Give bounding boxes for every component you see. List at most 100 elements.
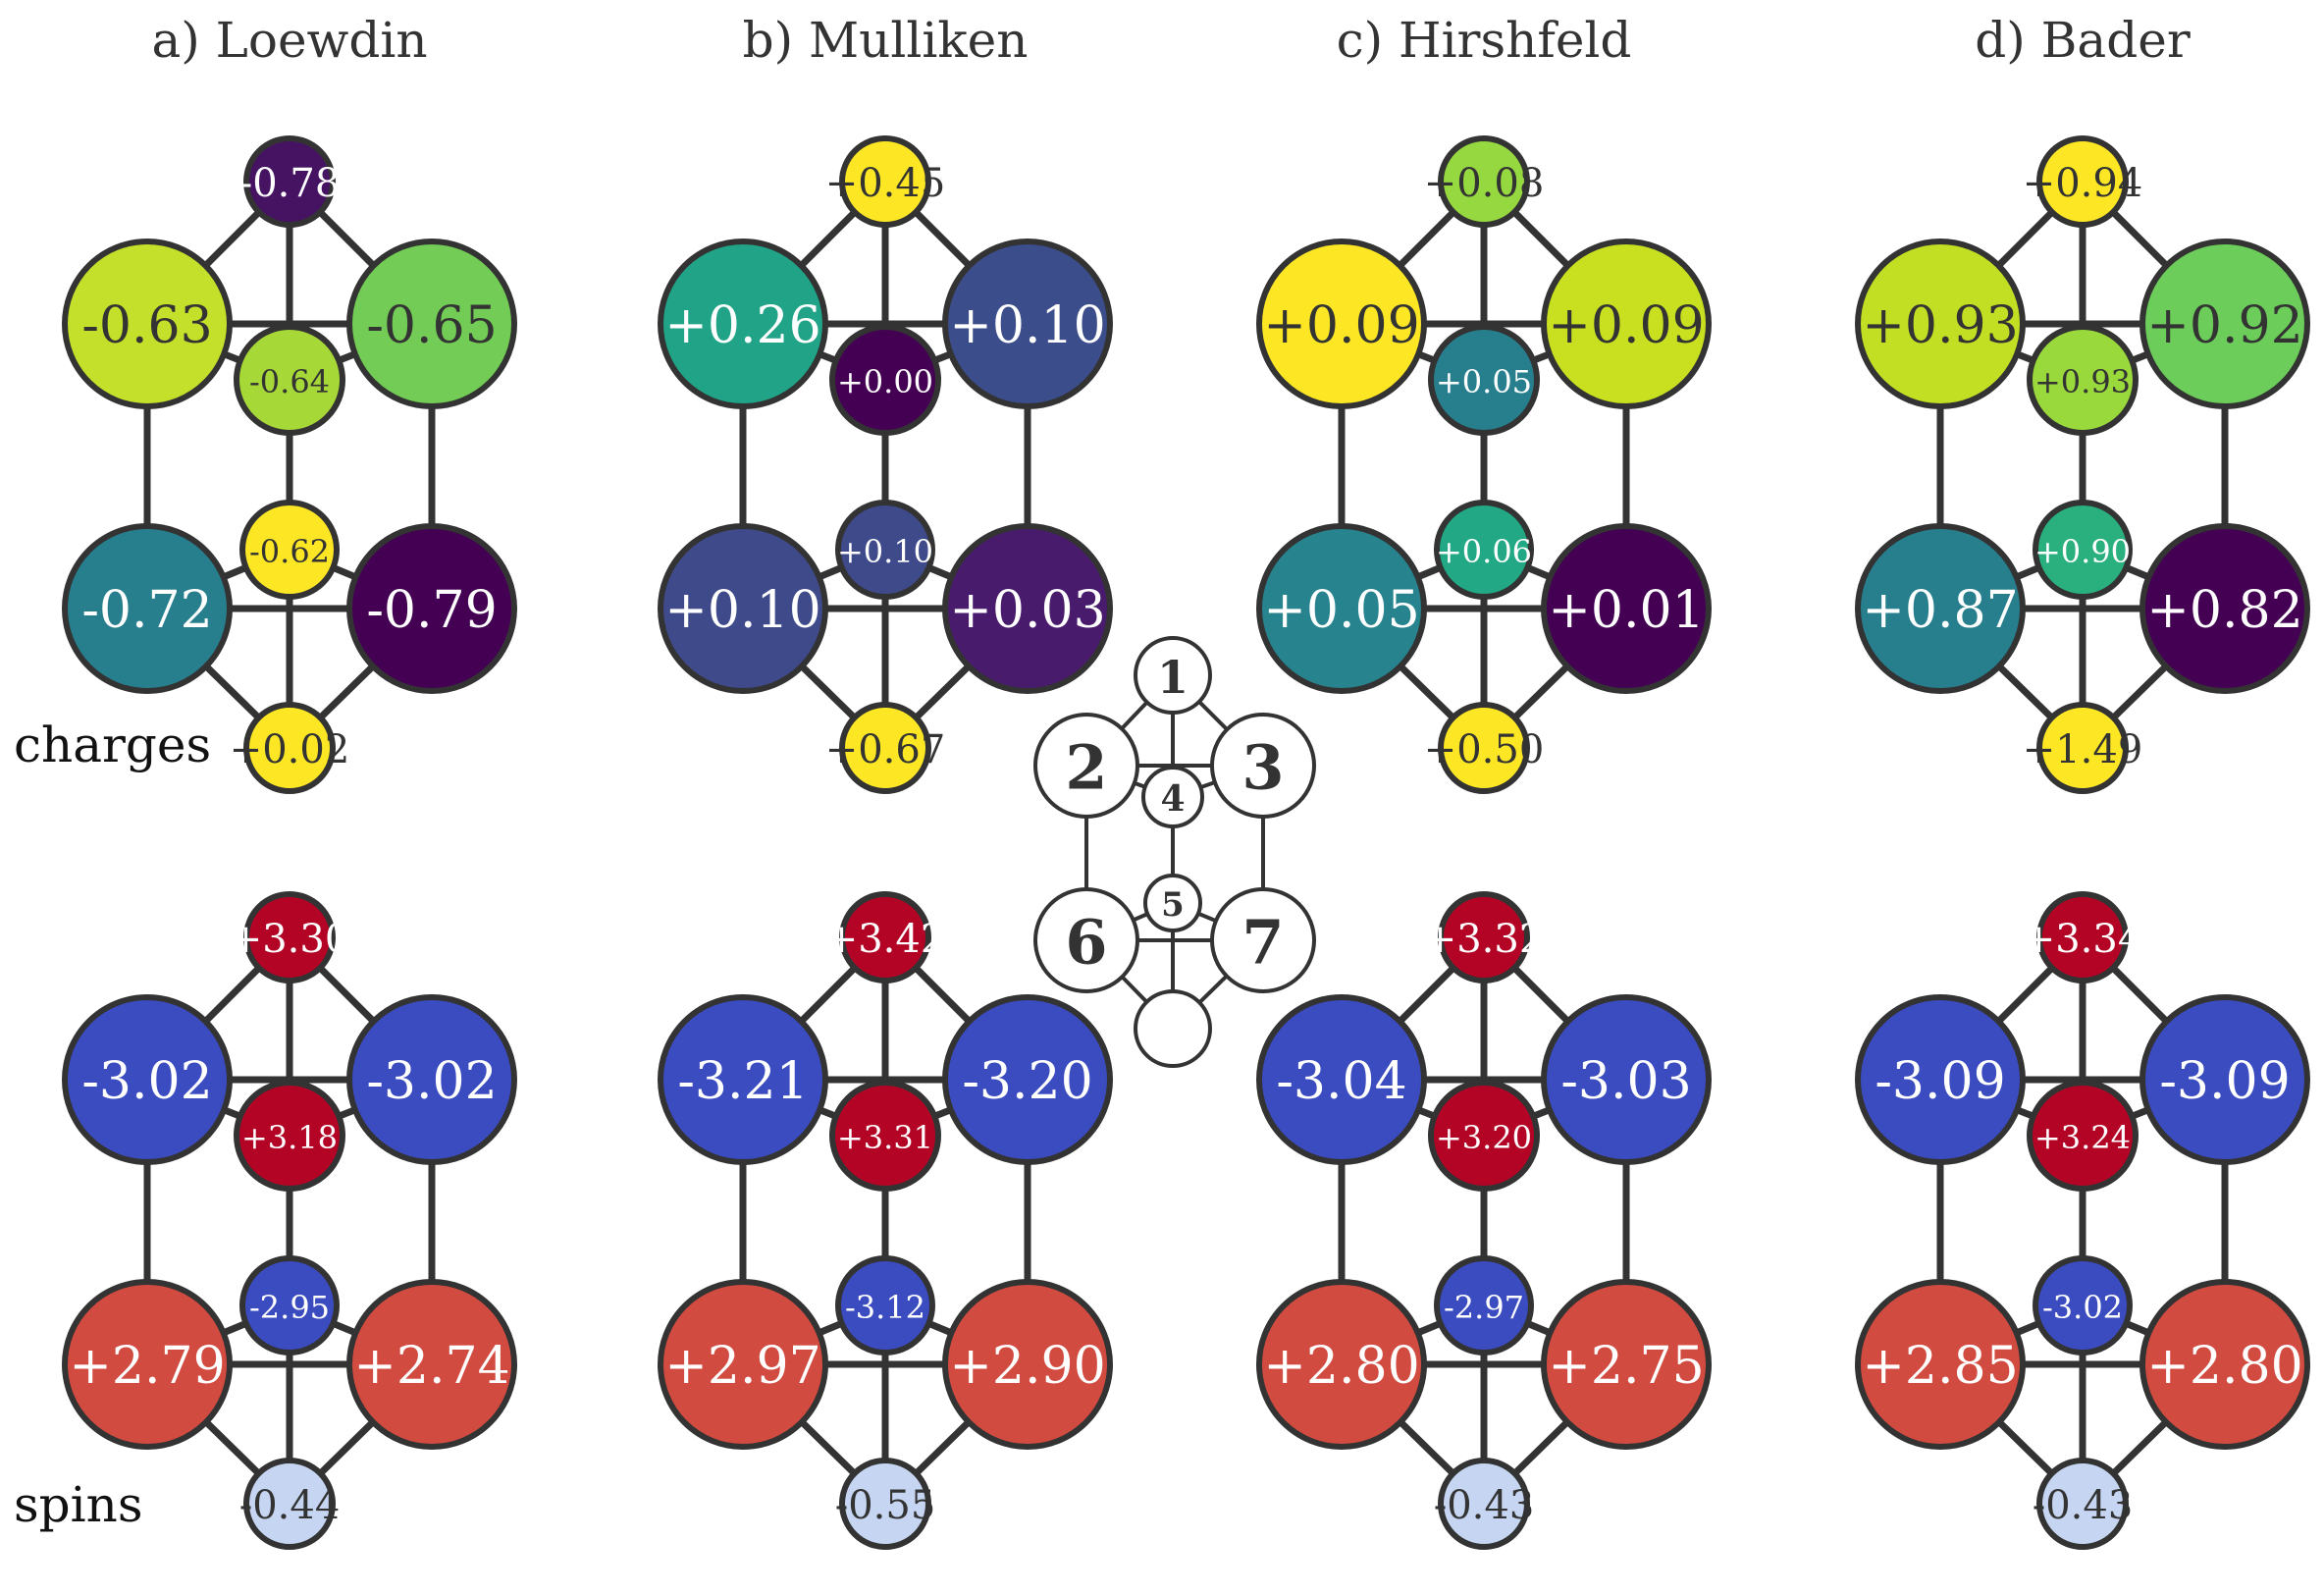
atom-circle xyxy=(239,1255,340,1355)
atom-value-label: +0.06 xyxy=(1436,533,1532,570)
atom-value-label: +0.08 xyxy=(1424,161,1545,206)
atom-1: +0.08 xyxy=(1424,135,1545,228)
atom-circle xyxy=(2027,1080,2139,1192)
atom-2: -3.09 xyxy=(1855,994,2026,1165)
atom-value-label: +0.10 xyxy=(664,581,820,640)
molecule-hirshfeld-spins: -3.04 -3.03 +2.80 +2.75 +3.32 -0.43 +3.20 -2.97 xyxy=(1256,891,1712,1550)
molecule-bader-spins: -3.09 -3.09 +2.85 +2.80 +3.34 -0.43 +3.24 -3.02 xyxy=(1855,891,2310,1550)
atom-circle xyxy=(1428,1080,1540,1192)
atom-circle xyxy=(1541,994,1712,1165)
atom-circle xyxy=(1434,1255,1534,1355)
atom-1: +0.45 xyxy=(825,135,946,228)
atom-8: +1.49 xyxy=(2023,702,2142,794)
atom-circle xyxy=(2036,891,2129,983)
atom-circle xyxy=(835,1255,935,1355)
atom-5: -0.62 xyxy=(239,500,340,600)
atom-7: +0.82 xyxy=(2139,523,2310,694)
molecule-loewdin-charges: -0.63 -0.65 -0.72 -0.79 -0.78 +0.02 -0.64 -0.62 xyxy=(62,135,517,794)
atom-value-label: +0.02 xyxy=(230,727,350,772)
atom-6: +0.10 xyxy=(658,523,828,694)
atom-circle xyxy=(1855,523,2026,694)
atom-3: +0.92 xyxy=(2139,239,2310,409)
atom-value-label: +0.09 xyxy=(1263,296,1419,355)
atom-8: +0.67 xyxy=(825,702,946,794)
panel-title-a: a) Loewdin xyxy=(151,12,427,69)
atom-value-label: +3.24 xyxy=(2034,1119,2131,1156)
key-atom-6 xyxy=(1033,887,1139,993)
atom-6: -0.72 xyxy=(62,523,233,694)
atom-1: -0.78 xyxy=(239,135,340,228)
atom-3: -3.02 xyxy=(346,994,517,1165)
atom-circle xyxy=(942,1279,1113,1450)
key-atom-number: 5 xyxy=(1161,885,1185,925)
atom-2: -0.63 xyxy=(62,239,233,409)
atom-4: -0.64 xyxy=(234,324,345,436)
atom-value-label: +2.90 xyxy=(949,1337,1105,1396)
atom-4: +3.20 xyxy=(1428,1080,1540,1192)
atom-3: -0.65 xyxy=(346,239,517,409)
atom-circle xyxy=(62,1279,233,1450)
atom-7: +2.80 xyxy=(2139,1279,2310,1450)
atom-circle xyxy=(1438,702,1530,794)
atom-circle xyxy=(1438,135,1530,228)
atom-8: -0.44 xyxy=(239,1458,341,1550)
atom-value-label: +0.05 xyxy=(1436,363,1532,400)
atom-value-label: +0.05 xyxy=(1263,581,1419,640)
atom-value-label: +0.67 xyxy=(825,727,946,772)
atom-circle xyxy=(243,891,336,983)
atom-numbering-key: 2 3 6 7 1 4 5 xyxy=(1033,636,1316,1068)
atom-value-label: +0.82 xyxy=(2146,581,2302,640)
molecule-graphs: -0.63 -0.65 -0.72 -0.79 -0.78 +0.02 -0.64 -0.62… xyxy=(62,135,2310,1550)
atom-2: -3.21 xyxy=(658,994,828,1165)
atom-7: +0.03 xyxy=(942,523,1113,694)
atom-value-label: +3.20 xyxy=(1436,1119,1532,1156)
atom-circle xyxy=(2139,523,2310,694)
panel-title-b: b) Mulliken xyxy=(743,12,1029,69)
atom-circle xyxy=(2139,994,2310,1165)
atom-6: +2.80 xyxy=(1256,1279,1427,1450)
atom-4: +0.05 xyxy=(1428,324,1540,436)
atom-1: +3.32 xyxy=(1424,891,1544,983)
atom-value-label: -2.95 xyxy=(249,1289,330,1326)
atom-circle xyxy=(2139,239,2310,409)
atom-8: -0.43 xyxy=(1434,1458,1534,1550)
atom-6: +2.85 xyxy=(1855,1279,2026,1450)
atom-value-label: +0.50 xyxy=(1424,727,1545,772)
atom-5: -3.02 xyxy=(2033,1255,2133,1355)
atom-circle xyxy=(2036,702,2129,794)
atom-circle xyxy=(942,239,1113,409)
atom-value-label: +0.45 xyxy=(825,161,946,206)
atom-circle xyxy=(1855,994,2026,1165)
atom-value-label: +2.79 xyxy=(69,1337,225,1396)
atom-circle xyxy=(1428,324,1540,436)
atom-6: +2.97 xyxy=(658,1279,828,1450)
atom-value-label: +0.90 xyxy=(2034,533,2131,570)
atom-4: +3.31 xyxy=(829,1080,941,1192)
panel-title-d: d) Bader xyxy=(1975,12,2191,69)
atom-value-label: -0.79 xyxy=(366,581,497,640)
atom-value-label: +0.94 xyxy=(2023,161,2143,206)
molecule-hirshfeld-charges: +0.09 +0.09 +0.05 +0.01 +0.08 +0.50 +0.05 +0.06 xyxy=(1256,135,1712,794)
atom-3: +0.10 xyxy=(942,239,1113,409)
atom-value-label: +0.93 xyxy=(2034,363,2131,400)
atom-circle xyxy=(839,135,931,228)
atom-value-label: -3.02 xyxy=(366,1052,497,1111)
atom-value-label: +2.75 xyxy=(1548,1337,1704,1396)
atom-5: -2.97 xyxy=(1434,1255,1534,1355)
atom-4: +0.00 xyxy=(829,324,941,436)
atom-value-label: -0.44 xyxy=(239,1483,341,1528)
key-atom-number: 6 xyxy=(1065,907,1107,979)
atom-1: +0.94 xyxy=(2023,135,2143,228)
atom-value-label: -0.62 xyxy=(249,533,330,570)
atom-circle xyxy=(346,994,517,1165)
atom-2: -3.02 xyxy=(62,994,233,1165)
atom-circle xyxy=(1256,994,1427,1165)
atom-circle xyxy=(346,239,517,409)
key-atom-number: 1 xyxy=(1157,651,1188,704)
atom-3: -3.09 xyxy=(2139,994,2310,1165)
molecule-loewdin-spins: -3.02 -3.02 +2.79 +2.74 +3.30 -0.44 +3.18 -2.95 xyxy=(62,891,517,1550)
atom-circle xyxy=(658,994,828,1165)
atom-value-label: +2.85 xyxy=(1862,1337,2018,1396)
atom-2: +0.09 xyxy=(1256,239,1427,409)
atom-value-label: +0.01 xyxy=(1548,581,1704,640)
